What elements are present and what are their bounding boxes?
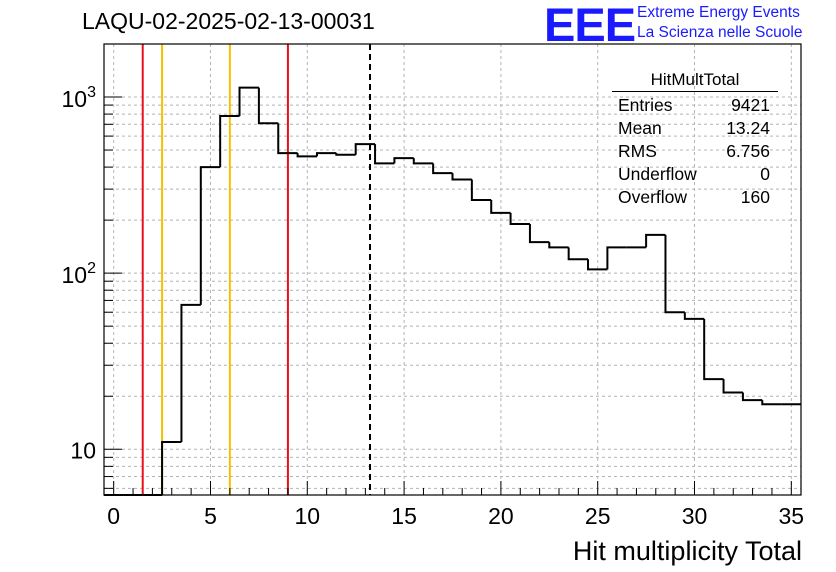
histogram-bin	[277, 123, 298, 155]
y-tick-base: 10	[62, 262, 88, 288]
histogram-bin	[470, 179, 492, 202]
histogram-bin	[374, 144, 395, 165]
stats-row: Overflow 160	[612, 186, 778, 209]
logo-line-1: Extreme Energy Events	[637, 4, 800, 21]
stats-label: Overflow	[618, 187, 688, 207]
histogram-bin	[393, 157, 414, 164]
y-tick-exponent: 3	[87, 84, 96, 101]
plot-frame	[103, 43, 802, 496]
histogram-bin	[587, 259, 608, 271]
histogram-bin	[219, 115, 240, 168]
histogram-bin	[761, 400, 782, 406]
stats-value: 9421	[731, 95, 770, 115]
histogram-bin	[180, 303, 201, 442]
x-tick-label: 35	[779, 503, 805, 529]
y-tick-label: 103	[62, 84, 97, 112]
histogram-bin	[509, 212, 530, 226]
stats-label: Entries	[618, 95, 673, 115]
histogram-bin	[199, 166, 221, 305]
histogram-bin	[741, 392, 763, 402]
histogram-bin	[645, 233, 666, 248]
stats-row: Entries 9421	[612, 94, 778, 117]
stats-label: RMS	[618, 141, 657, 161]
logo-line-2: La Scienza nelle Scuole	[637, 24, 803, 41]
histogram-bin	[354, 143, 376, 155]
y-tick-exponent: 2	[87, 260, 96, 277]
histogram-bin	[567, 247, 589, 261]
stats-title: HitMultTotal	[612, 70, 778, 92]
eee-logo: EEE	[544, 0, 636, 51]
histogram-bin	[548, 242, 569, 249]
histogram-bin	[606, 246, 627, 270]
x-axis-label: Hit multiplicity Total	[573, 536, 802, 566]
stats-row: RMS 6.756	[612, 140, 778, 163]
histogram-bin	[722, 379, 743, 394]
histogram-bin	[296, 153, 317, 158]
y-tick-label: 10	[70, 437, 96, 463]
stats-value: 6.756	[726, 141, 770, 161]
y-tick-base: 10	[62, 86, 88, 112]
x-tick-label: 0	[107, 503, 120, 529]
histogram-bin	[432, 163, 453, 175]
histogram-bin	[683, 312, 705, 320]
stats-value: 13.24	[726, 118, 770, 138]
histogram-bin	[257, 87, 279, 125]
run-title: LAQU-02-2025-02-13-00031	[82, 8, 375, 34]
x-tick-label: 30	[682, 503, 708, 529]
stats-value: 160	[740, 187, 770, 207]
stats-label: Mean	[618, 118, 662, 138]
histogram-bin	[238, 86, 259, 117]
histogram-bins	[104, 86, 801, 496]
x-tick-label: 15	[391, 503, 417, 529]
stats-box: HitMultTotal Entries 9421 Mean 13.24 RMS 6.75…	[612, 70, 778, 209]
histogram-bin	[528, 224, 550, 244]
histogram-bin	[335, 153, 356, 156]
histogram-bin	[490, 200, 511, 214]
stats-label: Underflow	[618, 164, 697, 184]
y-tick-label: 102	[62, 260, 97, 288]
x-tick-label: 5	[204, 503, 217, 529]
histogram-bin	[161, 440, 182, 495]
histogram-bin	[315, 152, 337, 157]
histogram-bin	[451, 173, 472, 181]
stats-value: 0	[760, 164, 770, 184]
stats-rows: Entries 9421 Mean 13.24 RMS 6.756 Underflow 0 Ov…	[612, 94, 778, 209]
histogram-bin	[412, 158, 434, 165]
stats-row: Mean 13.24	[612, 117, 778, 140]
histogram-bin	[703, 318, 724, 381]
histogram-bin	[664, 234, 685, 314]
stats-row: Underflow 0	[612, 163, 778, 186]
x-tick-label: 25	[585, 503, 611, 529]
x-tick-label: 10	[294, 503, 320, 529]
x-tick-label: 20	[488, 503, 514, 529]
